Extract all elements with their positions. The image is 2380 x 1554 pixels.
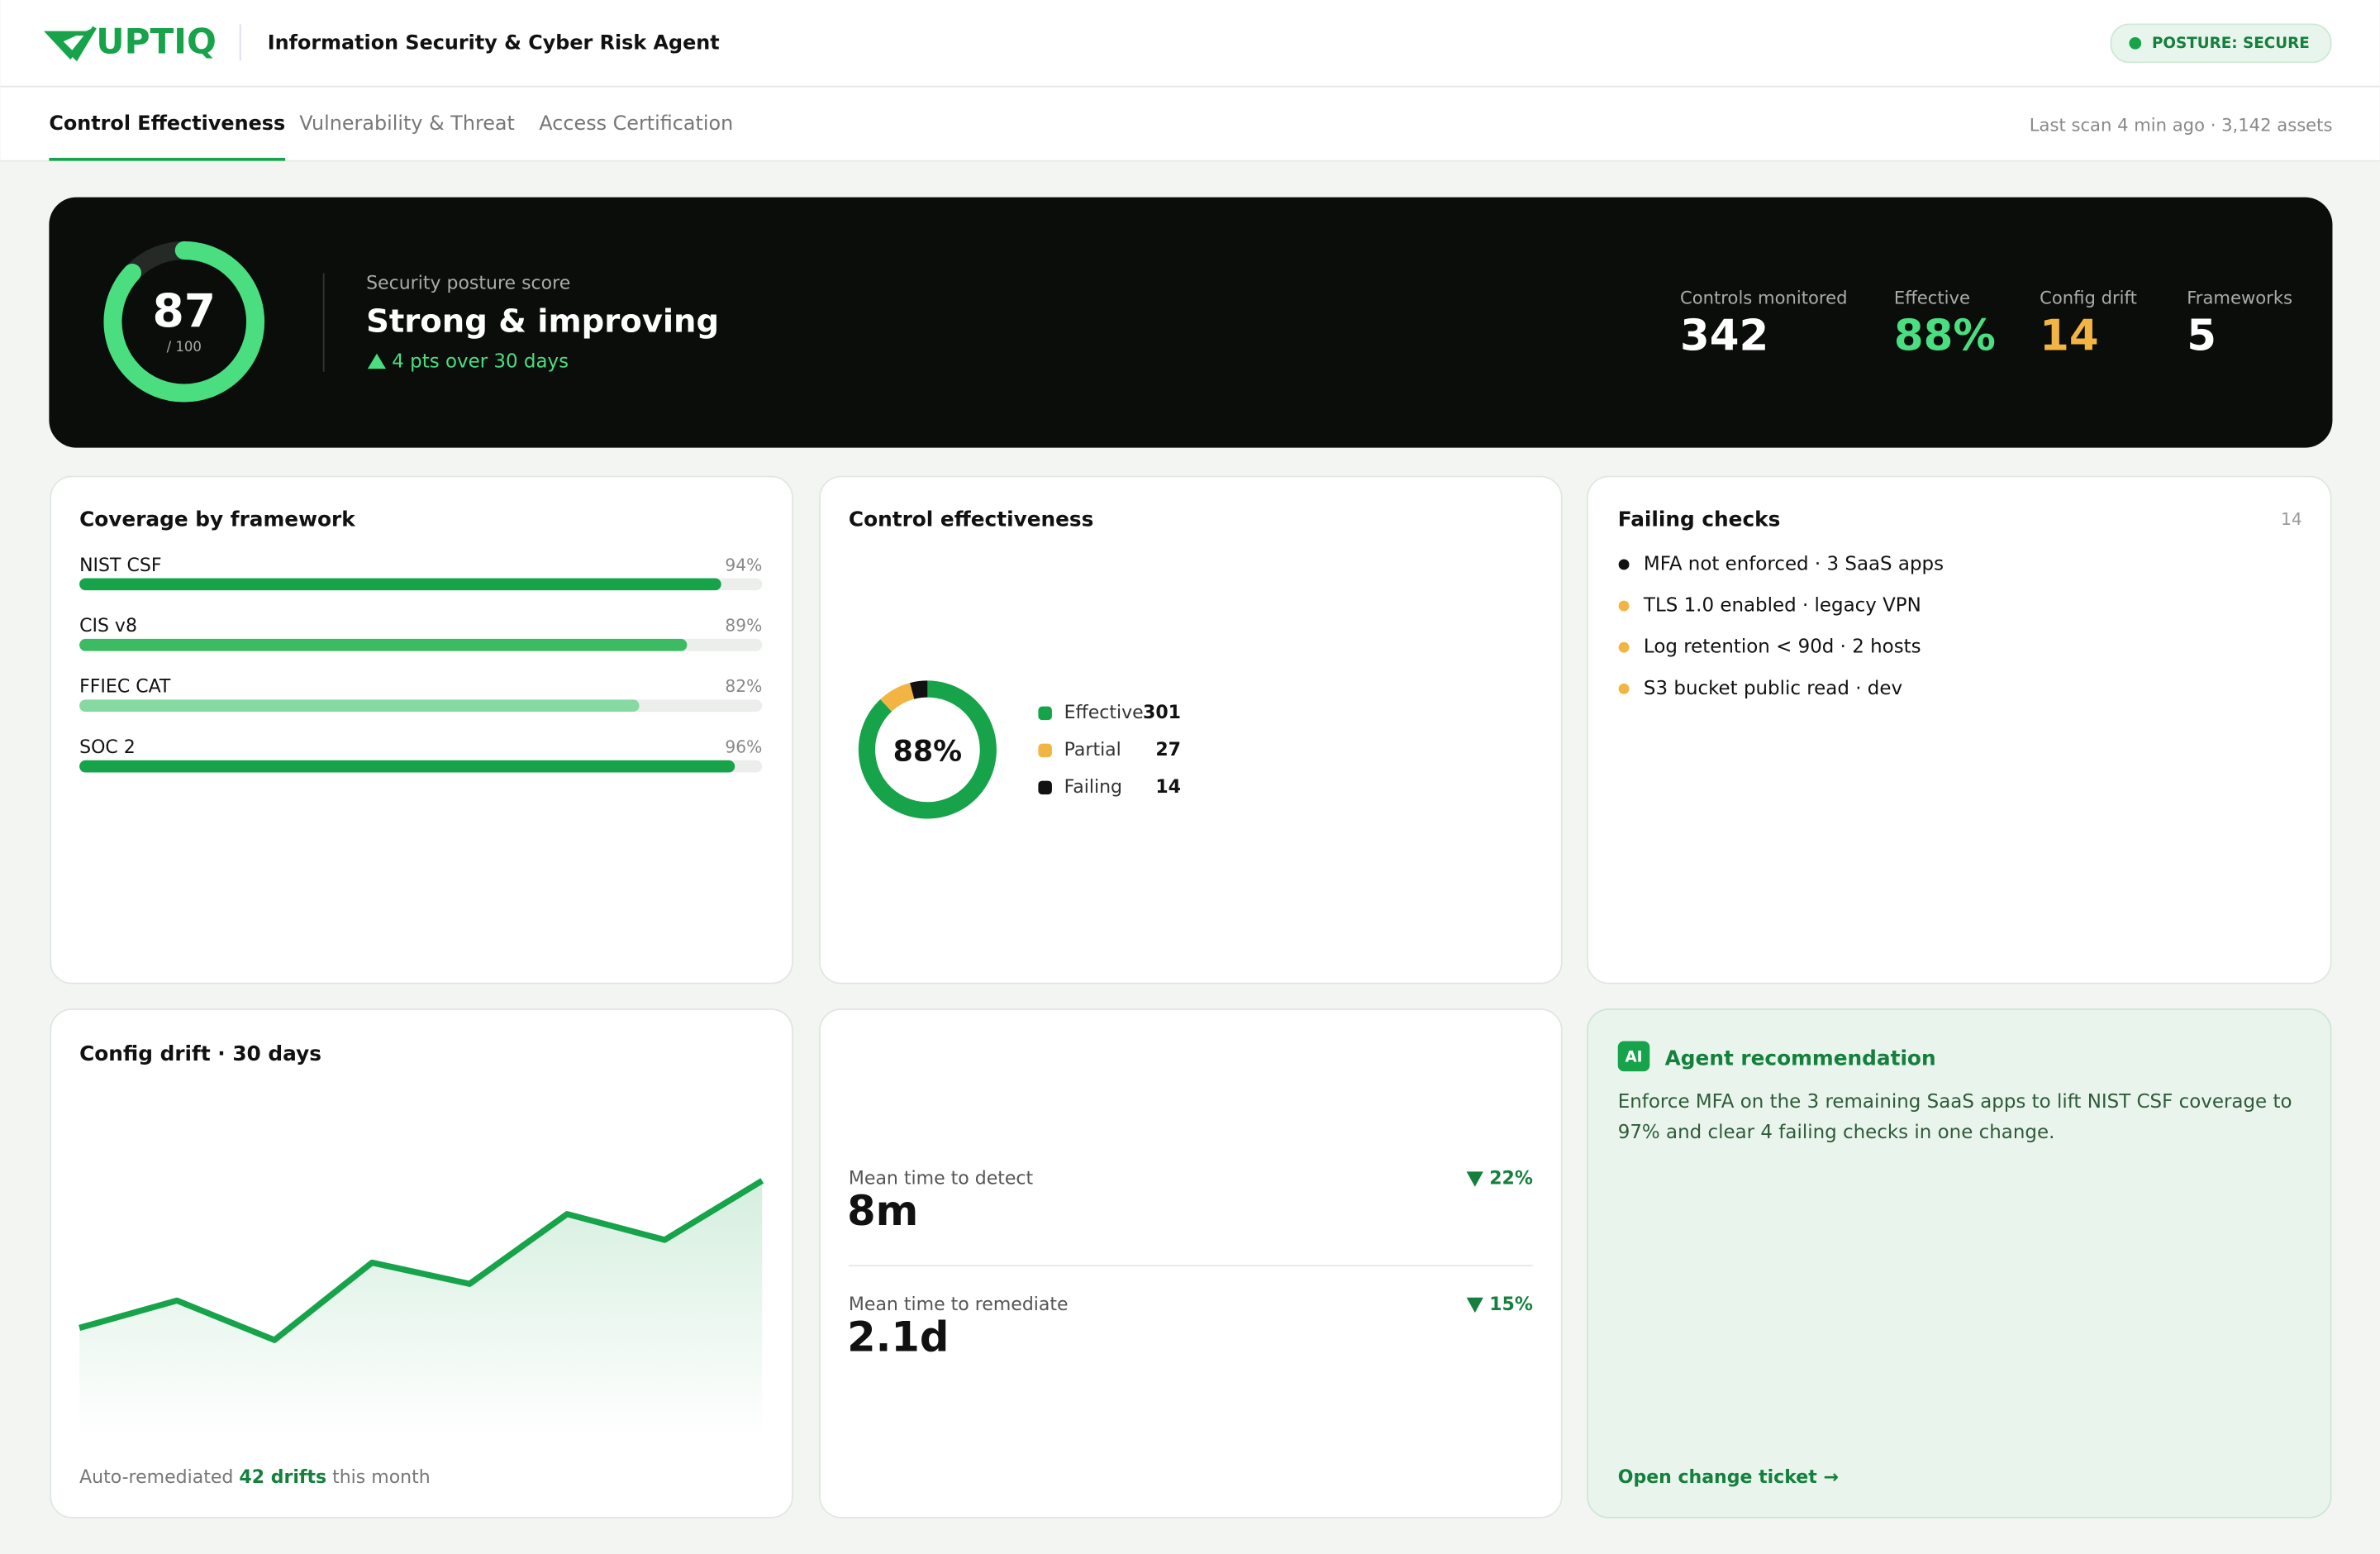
score-ring [103,241,265,403]
bar-label: SOC 2 [79,737,136,758]
stat-label: Frameworks [2187,288,2292,308]
bar-label: NIST CSF [79,555,161,576]
tab[interactable]: Access Certification [539,112,733,135]
hero [49,197,2333,448]
note-highlight: 42 drifts [239,1467,326,1488]
hero-label: Security posture score [366,273,570,293]
stat-value: 88% [1894,311,1996,360]
bullet [1618,683,1630,694]
metric-label: Mean time to remediate [849,1294,1069,1315]
bar [79,578,721,591]
card-title: Failing checks [1618,508,1781,532]
recommendation-card [1587,1008,2332,1518]
brand: UPTIQ [96,21,217,62]
trend-icon [367,353,386,369]
check-item: Log retention < 90d · 2 hosts [1644,636,1921,658]
legend-name: Effective [1064,703,1144,723]
bar-label: CIS v8 [79,616,137,636]
rec-action[interactable]: Open change ticket → [1618,1467,1839,1488]
card [819,1008,1563,1518]
down-icon [1466,1297,1483,1313]
bar-value: 94% [725,555,762,574]
top-bar [0,0,2380,161]
stat-label: Effective [1894,288,1970,308]
tab[interactable]: Vulnerability & Threat [299,112,515,135]
rec-title: Agent recommendation [1665,1046,1936,1070]
bullet [1618,559,1630,570]
dynamic: NIST CSF 94% CIS v8 89% FFIEC CAT 82% SOC 2 96%… [79,553,1944,1439]
metric-change: 22% [1489,1169,1533,1189]
down-icon [1466,1171,1483,1187]
drift-area [79,1180,763,1439]
stat-value: 342 [1680,311,1768,360]
legend-value: 14 [1155,777,1181,798]
bullet [1618,600,1630,612]
legend-swatch [1038,743,1052,758]
metric-change: 15% [1489,1294,1533,1315]
card-title: Control effectiveness [849,508,1094,532]
hero-trend: 4 pts over 30 days [392,350,569,372]
card-title: Coverage by framework [79,508,355,532]
legend-name: Failing [1064,777,1122,798]
tab-underline [49,157,286,161]
drift-note: Auto-remediated 42 drifts this month [79,1467,431,1488]
donut-segment [880,683,915,713]
status-pill [2110,23,2332,64]
card [50,475,793,984]
count: 14 [2281,509,2302,529]
drift-line [79,1178,764,1343]
bar-value: 82% [725,676,762,696]
bar-label: FFIEC CAT [79,677,171,698]
metric-label: Mean time to detect [849,1169,1034,1189]
note: this month [332,1467,431,1488]
app-title: Information Security & Cyber Risk Agent [268,31,720,55]
legend-name: Partial [1064,740,1121,760]
donut-segment [910,680,928,699]
stat-value: 5 [2187,311,2216,360]
donut-segment [858,680,997,819]
score-max: / 100 [167,339,202,355]
score: 87 [152,284,216,337]
stat-label: Controls monitored [1680,288,1848,308]
status: POSTURE: SECURE [2152,35,2310,52]
ai-badge [1617,1041,1650,1072]
check-item: MFA not enforced · 3 SaaS apps [1644,553,1944,574]
card-title: Config drift · 30 days [79,1042,321,1065]
check-item: TLS 1.0 enabled · legacy VPN [1643,595,1921,617]
status-dot [2129,36,2142,50]
bar [79,699,640,713]
hero-stats: Controls monitored 342 Effective 88% Config … [1680,288,2292,361]
hero-headline: Strong & improving [366,303,719,341]
bar-value: 89% [725,616,762,636]
rec-body: Enforce MFA on the 3 remaining SaaS apps… [1617,1089,2292,1143]
rec-body-box: Enforce MFA on the 3 remaining SaaS apps… [1617,1089,2292,1143]
badge: AI [1625,1049,1642,1066]
check-item: S3 bucket public read · dev [1644,678,1902,699]
bar [79,638,688,651]
tabs: Control Effectiveness Vulnerability & Thr… [49,112,733,161]
note: Auto-remediated [79,1467,233,1488]
stat-label: Config drift [2040,288,2137,308]
stat-value: 14 [2040,311,2099,360]
legend-swatch [1038,780,1052,795]
scan-info: Last scan 4 min ago · 3,142 assets [2030,114,2333,135]
legend-value: 301 [1143,703,1181,723]
donut-center: 88% [893,736,962,769]
metric-value: 8m [847,1187,918,1235]
logo-icon [44,26,97,62]
metric-value: 2.1d [847,1313,949,1361]
card [819,475,1563,984]
tab[interactable]: Control Effectiveness [49,112,285,135]
legend-value: 27 [1155,740,1181,760]
legend-swatch [1038,706,1052,721]
bullet [1618,641,1630,653]
bar-value: 96% [725,737,762,757]
bar [79,760,735,773]
card [1587,475,2332,984]
